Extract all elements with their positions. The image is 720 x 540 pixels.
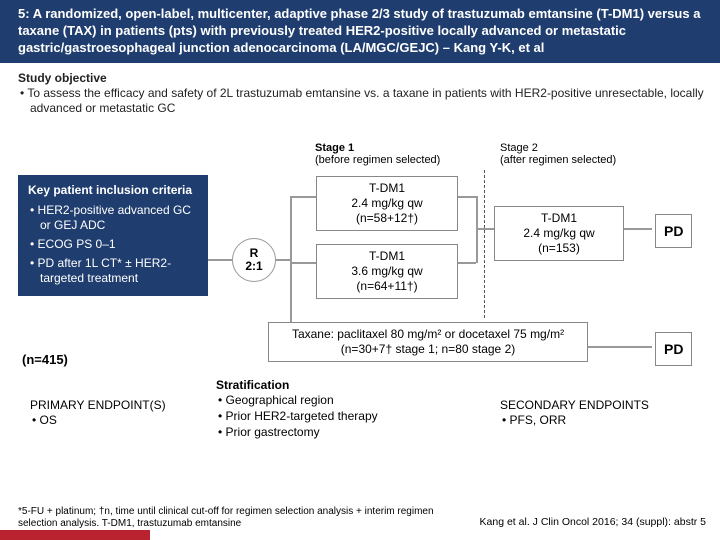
stratification-block: Stratification Geographical region Prior…: [216, 378, 476, 440]
connector-line: [624, 228, 652, 230]
stratification-item: Prior gastrectomy: [216, 425, 476, 440]
stratification-item: Geographical region: [216, 393, 476, 408]
connector-line: [276, 259, 290, 261]
randomization-node: R 2:1: [232, 238, 276, 282]
secondary-title: SECONDARY ENDPOINTS: [500, 398, 649, 412]
stage2-label: Stage 2 (after regimen selected): [500, 142, 616, 166]
connector-line: [290, 262, 316, 264]
connector-line: [588, 346, 652, 348]
rand-ratio: 2:1: [245, 260, 262, 273]
footer-accent-bar: [0, 530, 150, 540]
objective-heading: Study objective: [18, 71, 706, 85]
arm-stage2-tdm1: T-DM1 2.4 mg/kg qw (n=153): [494, 206, 624, 261]
inclusion-item: ECOG PS 0–1: [28, 237, 198, 252]
connector-line: [476, 196, 478, 263]
inclusion-title: Key patient inclusion criteria: [28, 183, 198, 197]
secondary-item: PFS, ORR: [500, 413, 649, 428]
primary-title: PRIMARY ENDPOINT(S): [30, 398, 166, 412]
inclusion-item: HER2-positive advanced GC or GEJ ADC: [28, 203, 198, 233]
citation: Kang et al. J Clin Oncol 2016; 34 (suppl…: [480, 516, 706, 528]
primary-endpoints: PRIMARY ENDPOINT(S) OS: [30, 398, 166, 428]
arm-tdm1-low: T-DM1 2.4 mg/kg qw (n=58+12†): [316, 176, 458, 231]
arm-tdm1-high: T-DM1 3.6 mg/kg qw (n=64+11†): [316, 244, 458, 299]
connector-line: [290, 196, 316, 198]
connector-line: [208, 259, 232, 261]
inclusion-criteria-box: Key patient inclusion criteria HER2-posi…: [18, 175, 208, 296]
footnote: *5-FU + platinum; †n, time until clinica…: [18, 506, 458, 530]
stage-divider: [484, 170, 485, 318]
n-total: (n=415): [22, 352, 68, 367]
stratification-item: Prior HER2-targeted therapy: [216, 409, 476, 424]
inclusion-item: PD after 1L CT* ± HER2-targeted treatmen…: [28, 256, 198, 286]
slide-title: 5: A randomized, open-label, multicenter…: [18, 6, 700, 55]
connector-line: [458, 196, 476, 198]
primary-item: OS: [30, 413, 166, 428]
objective-text: To assess the efficacy and safety of 2L …: [18, 86, 706, 116]
connector-line: [476, 228, 494, 230]
stage1-label: Stage 1 (before regimen selected): [315, 142, 440, 166]
pd-box-1: PD: [655, 214, 692, 248]
pd-box-2: PD: [655, 332, 692, 366]
secondary-endpoints: SECONDARY ENDPOINTS PFS, ORR: [500, 398, 649, 428]
stratification-title: Stratification: [216, 378, 289, 392]
connector-line: [458, 262, 476, 264]
slide-title-header: 5: A randomized, open-label, multicenter…: [0, 0, 720, 63]
arm-taxane: Taxane: paclitaxel 80 mg/m² or docetaxel…: [268, 322, 588, 362]
